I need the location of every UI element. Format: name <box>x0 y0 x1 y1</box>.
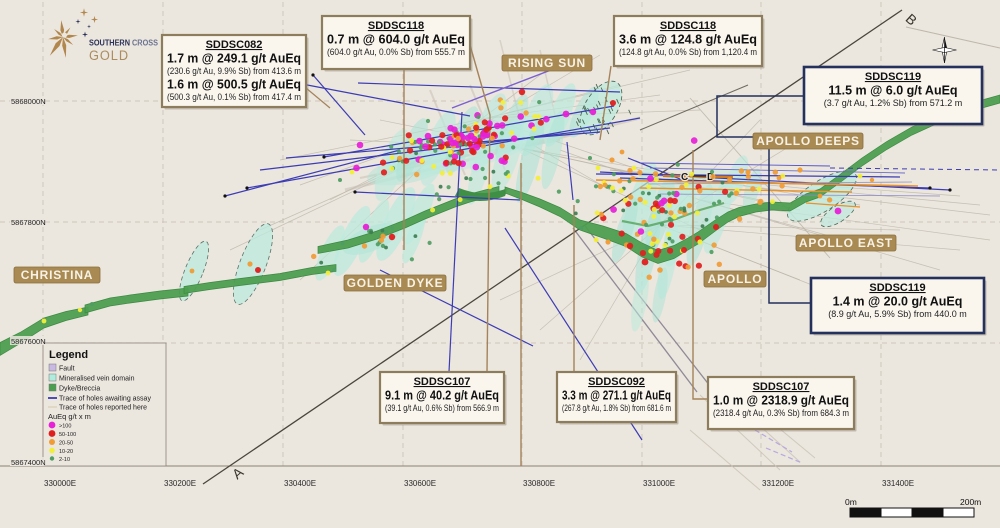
svg-text:APOLLO: APOLLO <box>708 272 763 286</box>
svg-text:0.7 m @ 604.0 g/t AuEq: 0.7 m @ 604.0 g/t AuEq <box>327 33 465 47</box>
svg-text:330800E: 330800E <box>523 479 555 488</box>
svg-text:11.5 m @ 6.0 g/t AuEq: 11.5 m @ 6.0 g/t AuEq <box>828 84 957 98</box>
svg-text:200m: 200m <box>960 497 981 507</box>
svg-text:331000E: 331000E <box>643 479 675 488</box>
svg-text:5867600N: 5867600N <box>11 337 46 346</box>
svg-text:RISING SUN: RISING SUN <box>508 56 586 70</box>
svg-text:Mineralised vein domain: Mineralised vein domain <box>59 376 135 383</box>
svg-text:SDDSC107: SDDSC107 <box>753 381 810 393</box>
svg-text:5867400N: 5867400N <box>11 458 46 467</box>
svg-text:(39.1 g/t Au, 0.6% Sb) from 56: (39.1 g/t Au, 0.6% Sb) from 566.9 m <box>385 403 499 413</box>
svg-text:SDDSC119: SDDSC119 <box>869 282 925 294</box>
svg-text:10-20: 10-20 <box>59 449 73 455</box>
svg-text:50-100: 50-100 <box>59 432 76 438</box>
svg-text:5867800N: 5867800N <box>11 218 46 227</box>
svg-text:(604.0 g/t Au, 0.0% Sb) from 5: (604.0 g/t Au, 0.0% Sb) from 555.7 m <box>327 47 465 57</box>
svg-text:(230.6 g/t Au, 9.9% Sb) from 4: (230.6 g/t Au, 9.9% Sb) from 413.6 m <box>167 66 301 76</box>
svg-text:330400E: 330400E <box>284 479 316 488</box>
svg-text:Fault: Fault <box>59 366 75 373</box>
svg-text:0m: 0m <box>845 497 857 507</box>
svg-text:APOLLO EAST: APOLLO EAST <box>799 236 893 250</box>
svg-text:1.0 m @ 2318.9 g/t AuEq: 1.0 m @ 2318.9 g/t AuEq <box>713 394 849 408</box>
svg-text:330200E: 330200E <box>164 479 196 488</box>
svg-text:(2318.4 g/t Au, 0.3% Sb) from: (2318.4 g/t Au, 0.3% Sb) from 684.3 m <box>713 408 849 418</box>
svg-text:331400E: 331400E <box>882 479 914 488</box>
svg-text:SDDSC119: SDDSC119 <box>865 71 921 83</box>
svg-text:GOLDEN DYKE: GOLDEN DYKE <box>347 276 444 290</box>
svg-text:SDDSC082: SDDSC082 <box>206 39 263 51</box>
svg-text:SDDSC118: SDDSC118 <box>660 20 716 32</box>
svg-text:SDDSC118: SDDSC118 <box>368 20 424 32</box>
svg-text:Legend: Legend <box>49 349 88 361</box>
svg-text:3.6 m @ 124.8 g/t AuEq: 3.6 m @ 124.8 g/t AuEq <box>619 33 757 47</box>
svg-text:1.6 m @ 500.5 g/t AuEq: 1.6 m @ 500.5 g/t AuEq <box>167 78 301 92</box>
svg-text:330000E: 330000E <box>44 479 76 488</box>
svg-text:CHRISTINA: CHRISTINA <box>21 268 94 282</box>
svg-text:(8.9 g/t Au, 5.9% Sb) from 440: (8.9 g/t Au, 5.9% Sb) from 440.0 m <box>828 309 967 319</box>
svg-text:GOLD: GOLD <box>89 48 129 63</box>
svg-text:330600E: 330600E <box>404 479 436 488</box>
svg-text:5868000N: 5868000N <box>11 97 46 106</box>
svg-text:2-10: 2-10 <box>59 457 70 463</box>
svg-text:1.4 m @ 20.0 g/t AuEq: 1.4 m @ 20.0 g/t AuEq <box>833 295 963 309</box>
svg-text:331200E: 331200E <box>762 479 794 488</box>
svg-text:1.7 m @ 249.1 g/t AuEq: 1.7 m @ 249.1 g/t AuEq <box>167 52 301 66</box>
svg-text:SDDSC107: SDDSC107 <box>414 376 471 388</box>
svg-text:(500.3 g/t Au, 0.1% Sb) from 4: (500.3 g/t Au, 0.1% Sb) from 417.4 m <box>167 92 301 102</box>
svg-text:20-50: 20-50 <box>59 441 73 447</box>
svg-text:APOLLO DEEPS: APOLLO DEEPS <box>756 134 860 148</box>
svg-text:>100: >100 <box>59 424 71 430</box>
svg-text:3.3 m @ 271.1 g/t AuEq: 3.3 m @ 271.1 g/t AuEq <box>562 389 671 403</box>
svg-text:Trace of holes awaiting assay: Trace of holes awaiting assay <box>59 396 151 403</box>
svg-text:SDDSC092: SDDSC092 <box>588 376 645 388</box>
svg-text:Trace of holes reported here: Trace of holes reported here <box>59 405 147 412</box>
svg-text:(267.8 g/t Au, 1.8% Sb) from 6: (267.8 g/t Au, 1.8% Sb) from 681.6 m <box>562 403 671 413</box>
svg-text:C: C <box>681 172 688 183</box>
svg-text:(3.7 g/t Au, 1.2% Sb) from 571: (3.7 g/t Au, 1.2% Sb) from 571.2 m <box>824 98 963 108</box>
svg-text:9.1 m @ 40.2 g/t AuEq: 9.1 m @ 40.2 g/t AuEq <box>385 389 499 403</box>
svg-text:SOUTHERN CROSS: SOUTHERN CROSS <box>89 39 159 48</box>
svg-text:(124.8 g/t Au, 0.0% Sb) from 1: (124.8 g/t Au, 0.0% Sb) from 1,120.4 m <box>619 47 757 57</box>
svg-text:AuEq g/t x m: AuEq g/t x m <box>48 412 91 421</box>
svg-text:Dyke/Breccia: Dyke/Breccia <box>59 386 100 393</box>
